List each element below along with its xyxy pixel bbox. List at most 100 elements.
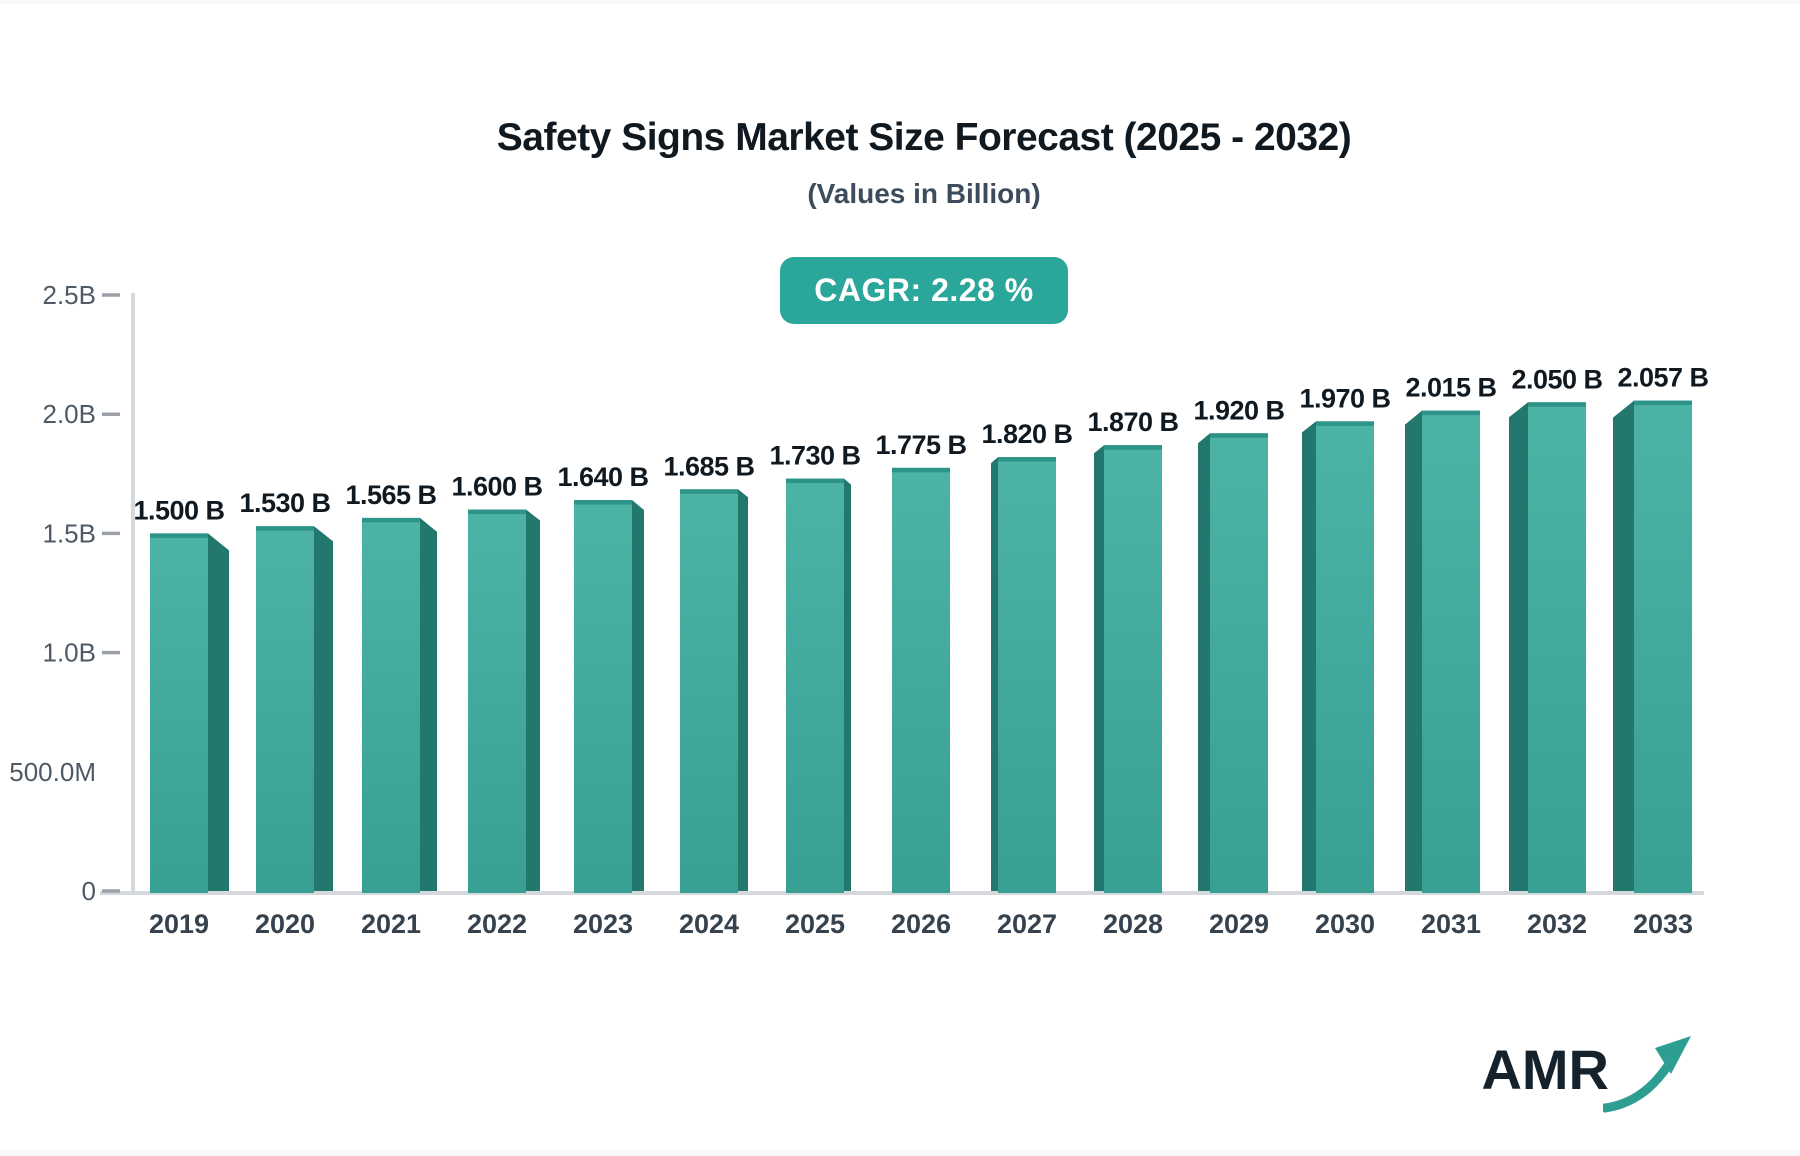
- bar-2021[interactable]: 1.565 B: [345, 480, 437, 893]
- x-axis-label-2030: 2030: [1315, 909, 1375, 939]
- x-axis-label-2029: 2029: [1209, 909, 1269, 939]
- amr-logo: AMR: [1481, 1034, 1695, 1116]
- bar-value-label-2031: 2.015 B: [1405, 373, 1496, 403]
- cagr-badge-row: CAGR: 2.28 %: [48, 257, 1800, 324]
- bar-2024[interactable]: 1.685 B: [663, 451, 755, 893]
- y-tick-label-0: 0: [82, 876, 96, 906]
- bar-top-edge-2032: [1528, 402, 1586, 407]
- bar-top-edge-2033: [1634, 400, 1692, 406]
- bar-face-2025: [786, 478, 844, 893]
- bar-value-label-2025: 1.730 B: [769, 441, 860, 471]
- bar-side-2027: [991, 457, 998, 891]
- bar-chart-plot: 0 500.0M 1.0B 1.5B 2.0B 2.5B 1.500 B 2019 1.530 …: [9, 280, 1709, 939]
- chart-subtitle: (Values in Billion): [807, 178, 1041, 209]
- bar-face-2022: [468, 509, 526, 893]
- x-axis-label-2033: 2033: [1633, 909, 1693, 939]
- y-tick-label-2.5B: 2.5B: [43, 280, 97, 310]
- bar-side-2033: [1613, 400, 1634, 891]
- bar-value-label-2024: 1.685 B: [663, 451, 754, 481]
- bar-face-2019: [150, 533, 208, 893]
- chart-title: Safety Signs Market Size Forecast (2025 …: [496, 116, 1352, 159]
- bar-side-2028: [1094, 445, 1104, 891]
- bar-value-label-2023: 1.640 B: [557, 462, 648, 492]
- bar-value-label-2029: 1.920 B: [1193, 395, 1284, 425]
- bar-value-label-2019: 1.500 B: [133, 495, 224, 525]
- x-axis-label-2021: 2021: [361, 909, 421, 939]
- x-axis-label-2031: 2031: [1421, 909, 1481, 939]
- bar-value-label-2028: 1.870 B: [1087, 407, 1178, 437]
- y-tick-label-1.5B: 1.5B: [43, 518, 97, 548]
- bar-top-edge-2024: [680, 489, 738, 494]
- bar-face-2024: [680, 489, 738, 893]
- bar-value-label-2021: 1.565 B: [345, 480, 436, 510]
- bar-top-edge-2026: [892, 467, 950, 473]
- bar-side-2020: [314, 526, 333, 891]
- y-tick-label-2.0B: 2.0B: [43, 399, 97, 429]
- growth-arrow-icon: [1603, 1036, 1691, 1113]
- bar-top-edge-2029: [1210, 433, 1268, 438]
- x-axis-label-2028: 2028: [1103, 909, 1163, 939]
- bar-value-label-2027: 1.820 B: [981, 419, 1072, 449]
- bar-side-2030: [1302, 421, 1316, 891]
- x-axis-label-2023: 2023: [573, 909, 633, 939]
- bar-face-2023: [574, 500, 632, 893]
- amr-logo-text: AMR: [1481, 1038, 1609, 1101]
- bar-face-2030: [1316, 421, 1374, 893]
- y-tick-label-1.0B: 1.0B: [43, 638, 97, 668]
- bar-side-2024: [738, 489, 748, 891]
- x-axis-label-2019: 2019: [149, 909, 209, 939]
- bar-top-edge-2027: [998, 457, 1056, 462]
- bar-top-edge-2028: [1104, 445, 1162, 450]
- x-axis-label-2027: 2027: [997, 909, 1057, 939]
- bar-2028[interactable]: 1.870 B: [1087, 407, 1179, 893]
- bar-2032[interactable]: 2.050 B: [1509, 364, 1603, 893]
- x-axis-label-2025: 2025: [785, 909, 845, 939]
- y-tick-label-500.0M: 500.0M: [9, 757, 96, 787]
- bar-value-label-2022: 1.600 B: [451, 472, 542, 502]
- bar-side-2023: [632, 500, 644, 891]
- bar-2025[interactable]: 1.730 B: [769, 441, 861, 893]
- x-axis-label-2032: 2032: [1527, 909, 1587, 939]
- bar-top-edge-2025: [786, 478, 844, 484]
- bar-face-2027: [998, 457, 1056, 893]
- cagr-badge: CAGR: 2.28 %: [780, 257, 1068, 324]
- x-axis-label-2020: 2020: [255, 909, 315, 939]
- bar-top-edge-2022: [468, 509, 526, 515]
- bar-2029[interactable]: 1.920 B: [1193, 395, 1285, 893]
- bar-side-2029: [1198, 433, 1210, 891]
- chart-card: Safety Signs Market Size Forecast (2025 …: [0, 4, 1800, 1150]
- x-axis-label-2026: 2026: [891, 909, 951, 939]
- bar-top-edge-2031: [1422, 410, 1480, 416]
- bar-face-2031: [1422, 410, 1480, 893]
- bar-2033[interactable]: 2.057 B: [1613, 363, 1709, 893]
- bar-side-2032: [1509, 402, 1528, 891]
- bar-face-2029: [1210, 433, 1268, 893]
- bar-face-2021: [362, 517, 420, 893]
- bar-2026[interactable]: 1.775 B: [875, 430, 967, 893]
- bar-face-2026: [892, 467, 950, 893]
- bar-2027[interactable]: 1.820 B: [981, 419, 1073, 893]
- bar-face-2033: [1634, 400, 1692, 893]
- bar-value-label-2030: 1.970 B: [1299, 383, 1390, 413]
- bar-value-label-2020: 1.530 B: [239, 488, 330, 518]
- x-axis-label-2024: 2024: [679, 909, 739, 939]
- bar-2022[interactable]: 1.600 B: [451, 472, 543, 893]
- bar-top-edge-2023: [574, 500, 632, 505]
- bar-side-2031: [1405, 410, 1422, 891]
- bar-2023[interactable]: 1.640 B: [557, 462, 649, 893]
- bar-side-2019: [208, 533, 229, 891]
- bar-top-edge-2021: [362, 517, 420, 523]
- bar-2030[interactable]: 1.970 B: [1299, 383, 1391, 893]
- bar-side-2025: [844, 478, 851, 891]
- bar-value-label-2032: 2.050 B: [1511, 364, 1602, 394]
- bar-top-edge-2020: [256, 526, 314, 531]
- bar-2019[interactable]: 1.500 B: [133, 495, 229, 893]
- bar-face-2032: [1528, 402, 1586, 893]
- bar-value-label-2033: 2.057 B: [1617, 363, 1708, 393]
- bar-2020[interactable]: 1.530 B: [239, 488, 333, 893]
- bar-value-label-2026: 1.775 B: [875, 430, 966, 460]
- bar-2031[interactable]: 2.015 B: [1405, 373, 1497, 893]
- bar-face-2028: [1104, 445, 1162, 893]
- bar-face-2020: [256, 526, 314, 893]
